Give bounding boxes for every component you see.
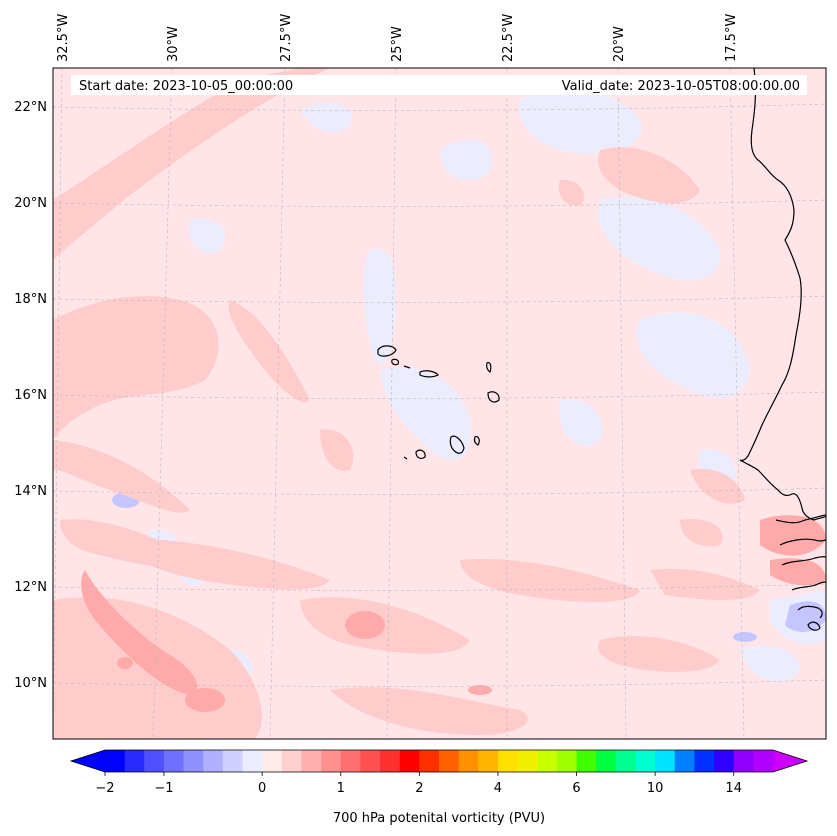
lat-label: 20°N bbox=[14, 196, 47, 211]
colorbar-segment bbox=[183, 750, 204, 772]
coastlines bbox=[377, 68, 826, 631]
lat-label: 10°N bbox=[14, 676, 47, 691]
lon-label: 22.5°W bbox=[501, 14, 516, 62]
lat-label: 14°N bbox=[14, 484, 47, 499]
lon-label: 27.5°W bbox=[279, 14, 294, 62]
valid-date-label: Valid_date: 2023-10-05T08:00:00.00 bbox=[562, 79, 800, 94]
latitude-labels: 22°N 20°N 18°N 16°N 14°N 12°N 10°N bbox=[14, 100, 47, 691]
colorbar-max-extension bbox=[773, 750, 807, 772]
colorbar-segment bbox=[360, 750, 381, 772]
colorbar-segment bbox=[458, 750, 479, 772]
colorbar-segment bbox=[242, 750, 263, 772]
colorbar-segment bbox=[635, 750, 656, 772]
island-sao-nicolau bbox=[419, 370, 439, 378]
lat-label: 16°N bbox=[14, 388, 47, 403]
colorbar-segment bbox=[399, 750, 420, 772]
colorbar-segment bbox=[439, 750, 460, 772]
colorbar-segment bbox=[537, 750, 558, 772]
longitude-labels: 32.5°W 30°W 27.5°W 25°W 22.5°W 20°W 17.5… bbox=[56, 14, 739, 62]
colorbar-tick-label: 2 bbox=[415, 781, 423, 796]
colorbar-segments bbox=[105, 750, 774, 772]
lon-label: 32.5°W bbox=[56, 14, 71, 62]
island-sal bbox=[486, 361, 492, 373]
colorbar-segment bbox=[714, 750, 735, 772]
colorbar-segment bbox=[281, 750, 302, 772]
lon-label: 20°W bbox=[612, 26, 627, 62]
island-maio bbox=[473, 435, 480, 446]
colorbar-segment bbox=[105, 750, 126, 772]
colorbar-segment bbox=[321, 750, 342, 772]
island-santa-luzia bbox=[403, 365, 411, 369]
colorbar-segment bbox=[576, 750, 597, 772]
colorbar-segment bbox=[517, 750, 538, 772]
island-santiago bbox=[449, 435, 465, 454]
african-coastline bbox=[739, 68, 826, 521]
colorbar-tick-label: 1 bbox=[337, 781, 345, 796]
colorbar-segment bbox=[733, 750, 754, 772]
colorbar-tick-label: 6 bbox=[572, 781, 580, 796]
colorbar-ticks: −2 −1 0 1 2 4 6 10 14 bbox=[95, 772, 742, 796]
colorbar-segment bbox=[556, 750, 577, 772]
colorbar-segment bbox=[144, 750, 165, 772]
colorbar-tick-label: −1 bbox=[154, 781, 173, 796]
colorbar-segment bbox=[753, 750, 774, 772]
lat-label: 18°N bbox=[14, 292, 47, 307]
start-date-label: Start date: 2023-10-05_00:00:00 bbox=[79, 79, 293, 94]
island-brava bbox=[403, 456, 408, 460]
lon-label: 25°W bbox=[390, 26, 405, 62]
colorbar-tick-label: 10 bbox=[647, 781, 664, 796]
colorbar-segment bbox=[615, 750, 636, 772]
colorbar-segment bbox=[222, 750, 243, 772]
pv-negative-strong bbox=[112, 492, 826, 716]
graticule bbox=[53, 68, 826, 739]
colorbar-segment bbox=[340, 750, 361, 772]
colorbar-segment bbox=[124, 750, 145, 772]
colorbar-min-extension bbox=[71, 750, 105, 772]
colorbar-label: 700 hPa potenital vorticity (PVU) bbox=[333, 811, 545, 826]
colorbar-segment bbox=[262, 750, 283, 772]
date-box bbox=[71, 75, 807, 95]
lon-label: 30°W bbox=[166, 26, 181, 62]
colorbar-tick-label: 0 bbox=[258, 781, 266, 796]
colorbar-tick-label: 4 bbox=[494, 781, 502, 796]
colorbar-tick-label: −2 bbox=[95, 781, 114, 796]
lat-label: 12°N bbox=[14, 580, 47, 595]
lat-label: 22°N bbox=[14, 100, 47, 115]
map-panel bbox=[53, 68, 826, 739]
island-fogo bbox=[415, 449, 426, 459]
map-frame bbox=[52, 67, 827, 740]
colorbar-segment bbox=[301, 750, 322, 772]
colorbar-segment bbox=[596, 750, 617, 772]
colorbar-segment bbox=[674, 750, 695, 772]
colorbar-segment bbox=[694, 750, 715, 772]
pv-negative-contours bbox=[148, 89, 826, 682]
island-santo-antao bbox=[377, 345, 397, 357]
colorbar-segment bbox=[380, 750, 401, 772]
colorbar-segment bbox=[478, 750, 499, 772]
colorbar-tick-label: 14 bbox=[725, 781, 742, 796]
colorbar: −2 −1 0 1 2 4 6 10 14 700 hPa potenital vorticit… bbox=[69, 749, 809, 826]
colorbar-segment bbox=[419, 750, 440, 772]
pv-positive-strong bbox=[81, 515, 826, 712]
island-boa-vista bbox=[487, 391, 500, 403]
colorbar-segment bbox=[163, 750, 184, 772]
colorbar-segment bbox=[497, 750, 518, 772]
island-sao-vicente bbox=[391, 358, 400, 366]
colorbar-segment bbox=[203, 750, 224, 772]
lon-label: 17.5°W bbox=[724, 14, 739, 62]
colorbar-segment bbox=[655, 750, 676, 772]
